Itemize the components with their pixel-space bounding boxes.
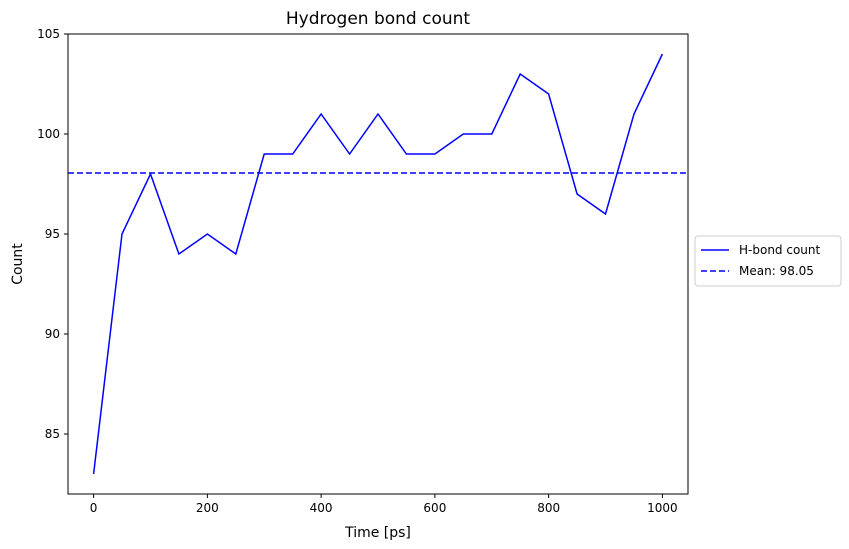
x-tick-label: 800 [537, 501, 560, 515]
y-axis-label: Count [10, 243, 26, 285]
legend-label: Mean: 98.05 [739, 264, 814, 278]
plot-area [68, 53, 688, 475]
x-tick-label: 400 [310, 501, 333, 515]
legend-box [694, 235, 842, 287]
y-axis: 85 90 95 100 105 [37, 27, 68, 441]
y-tick-label: 90 [45, 327, 60, 341]
y-tick-label: 100 [37, 127, 60, 141]
chart-title: Hydrogen bond count [286, 9, 471, 29]
y-tick-label: 105 [37, 27, 60, 41]
x-tick-label: 200 [196, 501, 219, 515]
x-axis-label: Time [ps] [344, 525, 411, 541]
x-tick-label: 1000 [647, 501, 678, 515]
legend: H-bond count Mean: 98.05 [694, 235, 842, 287]
x-tick-label: 600 [423, 501, 446, 515]
y-tick-label: 95 [45, 227, 60, 241]
x-axis: 0 200 400 600 800 1000 [90, 494, 678, 515]
series-line-hbond-count [92, 53, 664, 475]
x-tick-label: 0 [90, 501, 98, 515]
y-tick-label: 85 [45, 427, 60, 441]
plot-frame [67, 33, 689, 495]
legend-label: H-bond count [739, 243, 821, 257]
